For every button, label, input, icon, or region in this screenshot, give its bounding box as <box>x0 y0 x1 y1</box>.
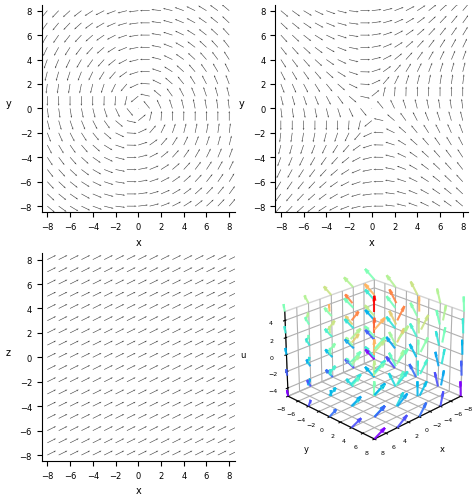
Y-axis label: z: z <box>6 348 11 358</box>
X-axis label: x: x <box>440 444 445 453</box>
Y-axis label: y: y <box>239 99 245 109</box>
X-axis label: x: x <box>136 237 141 247</box>
Y-axis label: y: y <box>6 99 11 109</box>
Y-axis label: y: y <box>304 444 309 453</box>
X-axis label: x: x <box>369 237 374 247</box>
X-axis label: x: x <box>136 485 141 495</box>
